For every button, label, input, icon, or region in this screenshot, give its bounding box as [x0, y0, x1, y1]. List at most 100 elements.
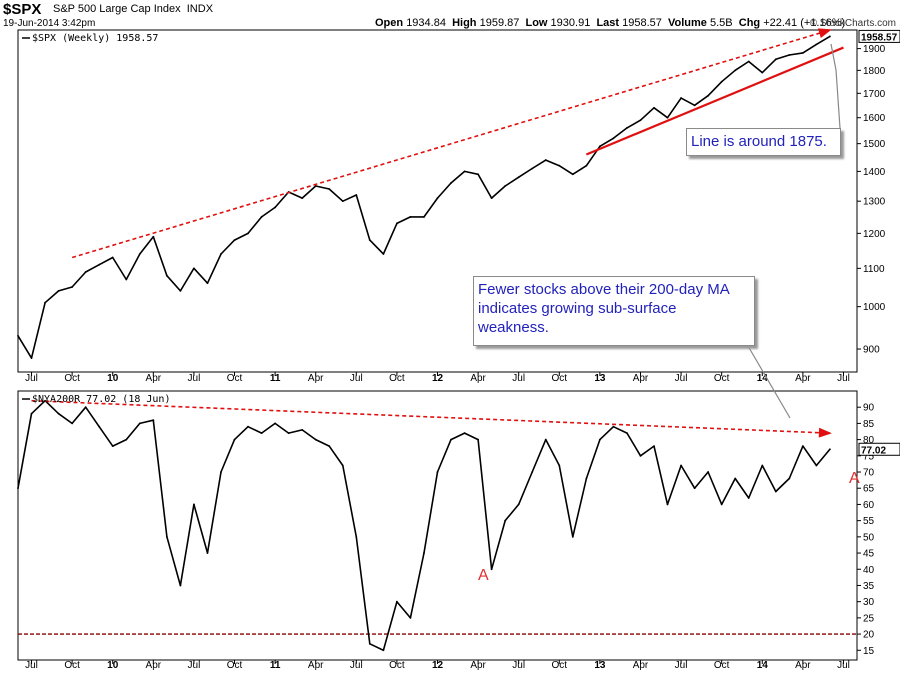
trendline-note: Line is around 1875. — [686, 128, 841, 156]
nya-data-point — [829, 448, 831, 451]
spx-data-point — [829, 35, 831, 38]
nya-xtick-label: Apr — [470, 660, 486, 671]
spx-xtick-label: 12 — [432, 373, 444, 384]
nya-data-point — [490, 568, 493, 571]
nya-xtick-label: Jul — [188, 660, 201, 671]
nya-data-point — [707, 471, 710, 473]
spx-ytick-label: 1000 — [863, 302, 886, 313]
spx-data-point — [450, 182, 452, 184]
nya-data-point — [571, 535, 574, 538]
spx-data-point — [531, 167, 534, 170]
nya-data-point — [111, 445, 114, 447]
spx-data-point — [193, 267, 195, 270]
spx-ytick-label: 1700 — [863, 89, 886, 100]
nya-xtick-label: Apr — [146, 660, 162, 671]
nya-data-point — [125, 438, 128, 441]
spx-data-point — [598, 145, 601, 148]
nya-xtick-label: Jul — [837, 660, 850, 671]
nya-data-point — [734, 477, 737, 480]
spx-data-point — [247, 232, 249, 235]
nya-data-point — [355, 535, 358, 538]
nya-ytick-label: 25 — [863, 613, 875, 624]
nya-ytick-label: 30 — [863, 597, 875, 608]
spx-data-point — [436, 197, 439, 199]
quote-summary: Open 1934.84 High 1959.87 Low 1930.91 La… — [375, 17, 846, 29]
nya-data-point — [639, 454, 642, 457]
nya-data-point — [653, 445, 655, 447]
spx-data-point — [111, 256, 114, 259]
nya-data-point — [774, 490, 777, 493]
spx-xtick-label: Apr — [633, 373, 649, 384]
nya-data-point — [477, 438, 479, 441]
spx-ytick-label: 1200 — [863, 229, 886, 240]
spx-data-point — [17, 334, 19, 337]
spx-data-point — [328, 188, 331, 190]
spx-ytick-label: 1600 — [863, 113, 886, 124]
spx-ytick-label: 1300 — [863, 197, 886, 208]
spx-xtick-label: Oct — [389, 373, 405, 384]
spx-data-point — [477, 173, 479, 176]
nya-last-value-box — [858, 442, 900, 456]
stockcharts-brand: © StockCharts.com — [809, 18, 896, 29]
spx-xtick-label: Apr — [470, 373, 486, 384]
nya-ytick-label: 60 — [863, 500, 875, 511]
spx-data-point — [626, 126, 628, 129]
nya-data-point — [761, 464, 764, 467]
nya-ytick-label: 85 — [863, 419, 875, 430]
spx-ytick-label: 1900 — [863, 44, 886, 55]
nya-ytick-label: 65 — [863, 484, 875, 495]
nya-data-point — [179, 584, 182, 587]
spx-xtick-label: Jul — [25, 373, 38, 384]
nya-data-point — [450, 438, 452, 441]
nya-xtick-label: Oct — [227, 660, 243, 671]
nya-data-point — [720, 503, 723, 506]
nya-ytick-label: 80 — [863, 435, 875, 446]
spx-xtick-label: Oct — [64, 373, 80, 384]
spx-data-point — [260, 216, 263, 218]
nya-data-point — [206, 552, 209, 554]
spx-data-point — [152, 235, 155, 238]
nya-data-point — [626, 432, 628, 435]
spx-data-point — [788, 54, 791, 56]
nya-data-point — [423, 552, 425, 554]
nya-data-point — [57, 412, 60, 415]
nya-data-point — [382, 649, 385, 652]
spx-trendline-solid — [585, 46, 844, 156]
nya-data-point — [193, 503, 195, 506]
nya-data-point — [314, 438, 317, 441]
spx-trend-arrowhead — [817, 28, 832, 38]
spx-data-point — [517, 176, 520, 179]
nya-data-point — [341, 464, 344, 467]
spx-data-point — [71, 286, 74, 288]
spx-data-point — [504, 185, 507, 187]
nya-data-point — [693, 487, 696, 490]
nya-data-point — [98, 425, 101, 428]
chart-header: $SPX S&P 500 Large Cap Index INDX 19-Jun… — [0, 0, 900, 32]
spx-xtick-label: Oct — [552, 373, 568, 384]
spx-xtick-label: Oct — [714, 373, 730, 384]
spx-data-point — [30, 357, 33, 359]
nya-data-point — [436, 471, 439, 473]
nya-data-point — [544, 438, 547, 441]
nya-data-point — [504, 519, 507, 522]
nya-xtick-label: Apr — [308, 660, 324, 671]
spx-ytick-label: 1400 — [863, 167, 886, 178]
nya-ytick-label: 15 — [863, 646, 875, 657]
nya-data-point — [815, 464, 818, 467]
spx-ytick-label: 900 — [863, 345, 880, 356]
nya-data-point — [558, 464, 561, 467]
nya-trendline-dashed — [31, 399, 830, 434]
nya-xtick-label: Jul — [675, 660, 688, 671]
spx-xtick-label: Jul — [675, 373, 688, 384]
nya-xtick-label: Oct — [64, 660, 80, 671]
spx-data-point — [368, 239, 371, 242]
spx-data-point — [355, 194, 358, 196]
spx-ytick-label: 1500 — [863, 139, 886, 150]
nya-xtick-label: Oct — [714, 660, 730, 671]
note2-pointer — [747, 345, 791, 419]
spx-data-point — [57, 289, 60, 292]
nya-data-point — [17, 487, 19, 490]
spx-data-point — [680, 97, 682, 99]
spx-last-value-box — [858, 29, 900, 43]
